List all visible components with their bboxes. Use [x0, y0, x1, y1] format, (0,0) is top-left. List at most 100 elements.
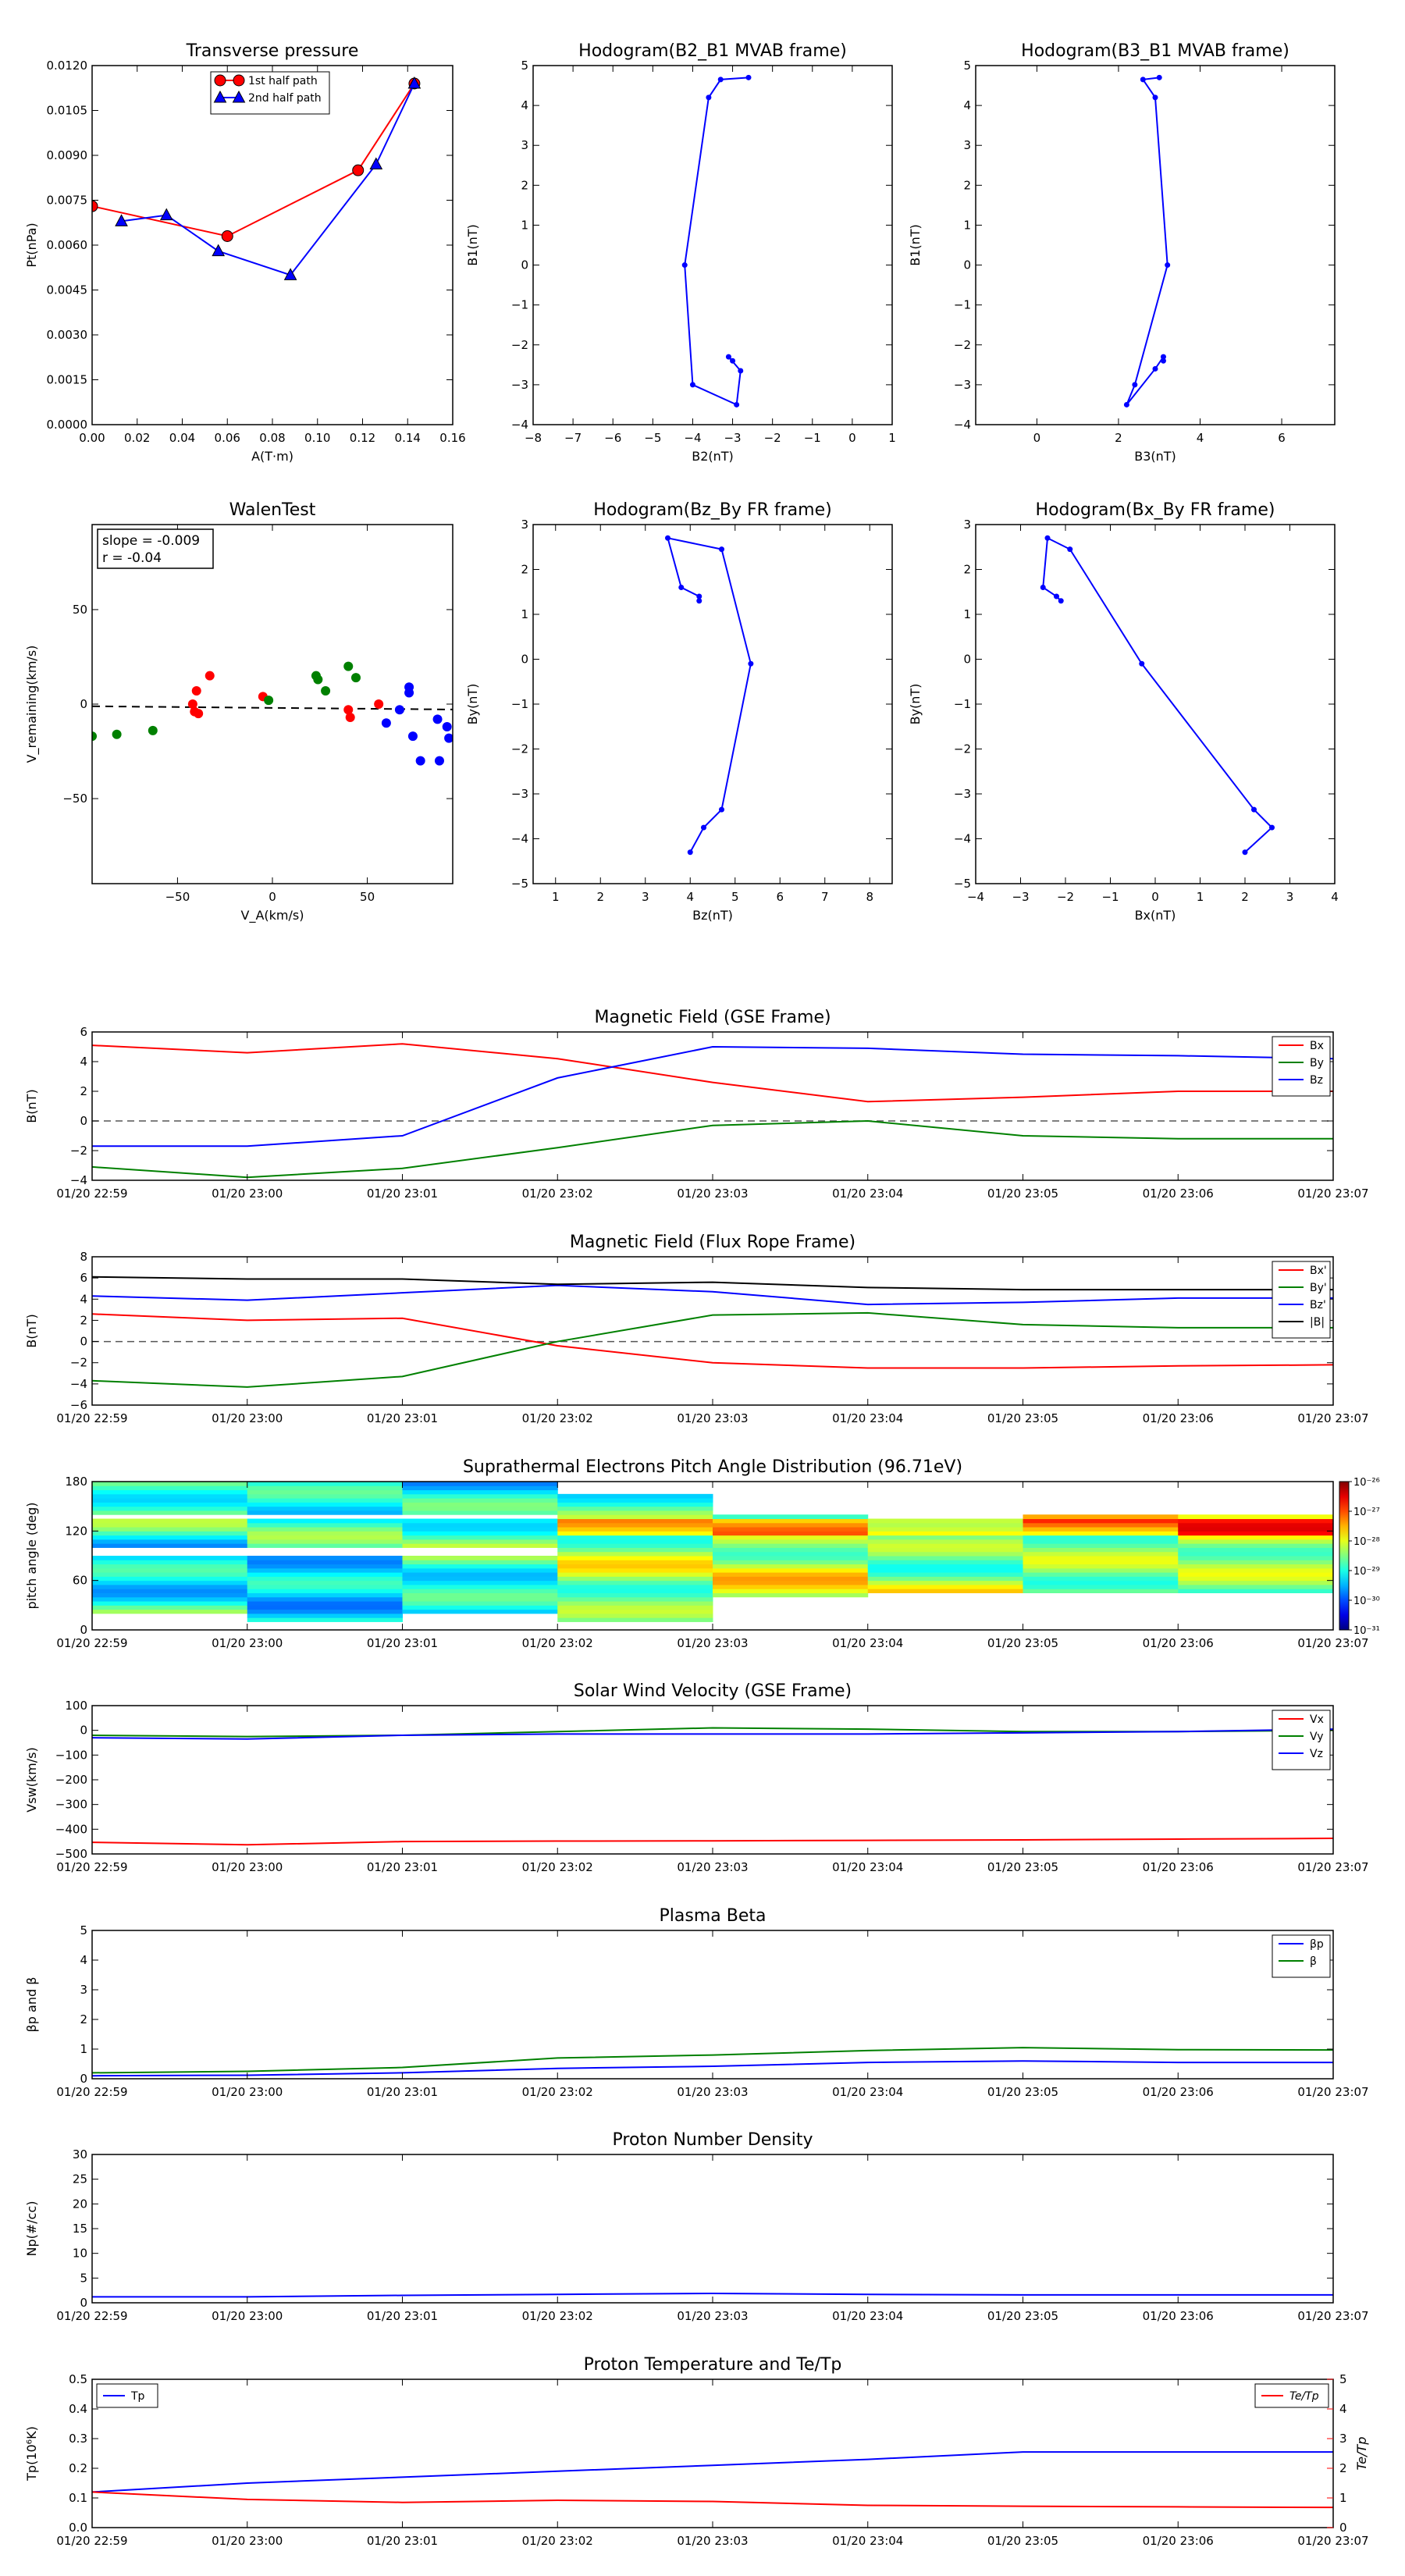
- y-tick-label: 4: [80, 1292, 87, 1306]
- heatmap-cell: [1023, 1547, 1179, 1553]
- x-tick-label: 01/20 23:02: [522, 1860, 593, 1874]
- data-point: [1165, 262, 1171, 269]
- y-tick-label: 0: [80, 1724, 87, 1738]
- x-tick-label: 01/20 23:05: [987, 1411, 1058, 1425]
- legend-label: βp: [1310, 1938, 1324, 1951]
- data-point: [92, 200, 98, 212]
- legend-label: Vz: [1310, 1748, 1323, 1760]
- colorbar-label: 10⁻²⁹: [1353, 1566, 1380, 1578]
- heatmap-cell: [402, 1510, 558, 1515]
- x-tick-label: 6: [776, 890, 784, 904]
- heatmap-cell: [402, 1506, 558, 1511]
- x-tick-label: 01/20 23:02: [522, 2534, 593, 2548]
- x-tick-label: 01/20 23:07: [1297, 1187, 1368, 1201]
- heatmap-cell: [92, 1572, 248, 1577]
- heatmap-cell: [402, 1556, 558, 1560]
- plot-area: [92, 76, 422, 280]
- data-point: [232, 90, 246, 103]
- data-point: [159, 208, 173, 221]
- x-tick-label: 01/20 23:03: [677, 1860, 748, 1874]
- data-point: [1152, 365, 1158, 372]
- heatmap-cell: [1023, 1572, 1179, 1577]
- heatmap-cell: [1023, 1551, 1179, 1557]
- data-point: [681, 262, 688, 269]
- y-tick-label: −4: [511, 832, 528, 846]
- y-tick-label: 0.0045: [47, 283, 88, 297]
- y-tick-label: 2: [80, 1084, 87, 1098]
- heatmap-cell: [92, 1609, 248, 1614]
- x-axis-label: B3(nT): [1134, 449, 1176, 464]
- data-point: [213, 90, 227, 103]
- heatmap-cell: [1023, 1531, 1179, 1536]
- heatmap-cell: [247, 1605, 403, 1610]
- data-point: [112, 729, 122, 739]
- x-tick-label: −7: [564, 431, 582, 445]
- heatmap-cell: [247, 1572, 403, 1577]
- x-tick-label: 01/20 22:59: [56, 1411, 127, 1425]
- series-line: [91, 1838, 1334, 1846]
- data-point: [444, 733, 453, 743]
- heatmap-cell: [713, 1527, 869, 1532]
- heatmap-cell: [402, 1596, 558, 1602]
- series-line: [1042, 536, 1273, 853]
- heatmap-cell: [92, 1564, 248, 1569]
- heatmap-cell: [402, 1609, 558, 1614]
- data-point: [1139, 660, 1145, 667]
- heatmap-cell: [247, 1518, 403, 1524]
- x-tick-label: 01/20 23:02: [522, 1411, 593, 1425]
- x-tick-label: 01/20 23:06: [1143, 1187, 1214, 1201]
- y-tick-label: 4: [1339, 2402, 1347, 2416]
- x-tick-label: 3: [1286, 890, 1294, 904]
- heatmap-cell: [92, 1531, 248, 1536]
- y-tick-label: 0: [80, 2072, 87, 2086]
- x-tick-label: 01/20 23:06: [1143, 1636, 1214, 1650]
- plot-area: [1040, 535, 1275, 856]
- heatmap-cell: [867, 1531, 1023, 1536]
- heatmap-cell: [92, 1589, 248, 1593]
- y-tick-label: 100: [65, 1699, 87, 1713]
- x-tick-label: −2: [764, 431, 781, 445]
- x-tick-label: −8: [525, 431, 542, 445]
- y-tick-label: 15: [73, 2222, 87, 2236]
- y-tick-label: 1: [521, 218, 528, 232]
- y-tick-label: −5: [511, 877, 528, 891]
- x-tick-label: 4: [1197, 431, 1204, 445]
- heatmap-cell: [402, 1485, 558, 1491]
- data-point: [1152, 94, 1158, 101]
- heatmap-cell: [247, 1485, 403, 1491]
- chart-title: WalenTest: [229, 500, 316, 520]
- x-tick-label: 0.12: [350, 431, 375, 445]
- plot-area: [665, 535, 754, 856]
- heatmap-cell: [557, 1556, 713, 1560]
- x-tick-label: 01/20 23:01: [367, 2085, 438, 2099]
- x-tick-label: 4: [686, 890, 694, 904]
- heatmap-cell: [247, 1609, 403, 1614]
- heatmap-cell: [402, 1584, 558, 1589]
- heatmap-cell: [92, 1543, 248, 1548]
- heatmap-cell: [713, 1556, 869, 1560]
- data-point: [719, 806, 724, 813]
- x-tick-label: 0.00: [79, 431, 105, 445]
- colorbar-label: 10⁻²⁸: [1353, 1536, 1380, 1548]
- heatmap-cell: [1023, 1584, 1179, 1589]
- heatmap-cell: [247, 1539, 403, 1544]
- annotation-box: [97, 528, 214, 569]
- x-tick-label: 01/20 22:59: [56, 2534, 127, 2548]
- annotation-text: slope = -0.009: [102, 533, 200, 549]
- y-axis-label-right: Te/Tp: [1354, 2437, 1369, 2471]
- y-tick-label: 0: [963, 258, 971, 272]
- y-tick-label: 0.4: [69, 2402, 87, 2416]
- plot-frame: [532, 65, 893, 425]
- series-line: [91, 2451, 1333, 2493]
- y-tick-label: −2: [954, 338, 971, 352]
- x-tick-label: 01/20 22:59: [56, 2309, 127, 2323]
- y-tick-label: −4: [511, 418, 528, 432]
- heatmap-cell: [402, 1560, 558, 1565]
- x-tick-label: 01/20 23:00: [212, 1636, 283, 1650]
- x-tick-label: −50: [165, 890, 190, 904]
- panel-h1: Hodogram(B2_B1 MVAB frame) −8 −7 −6 −5 −4 −3 −2…: [465, 41, 896, 464]
- y-tick-label: 3: [1339, 2432, 1347, 2446]
- x-tick-label: 01/20 23:07: [1297, 1860, 1368, 1874]
- x-tick-label: −1: [1101, 890, 1119, 904]
